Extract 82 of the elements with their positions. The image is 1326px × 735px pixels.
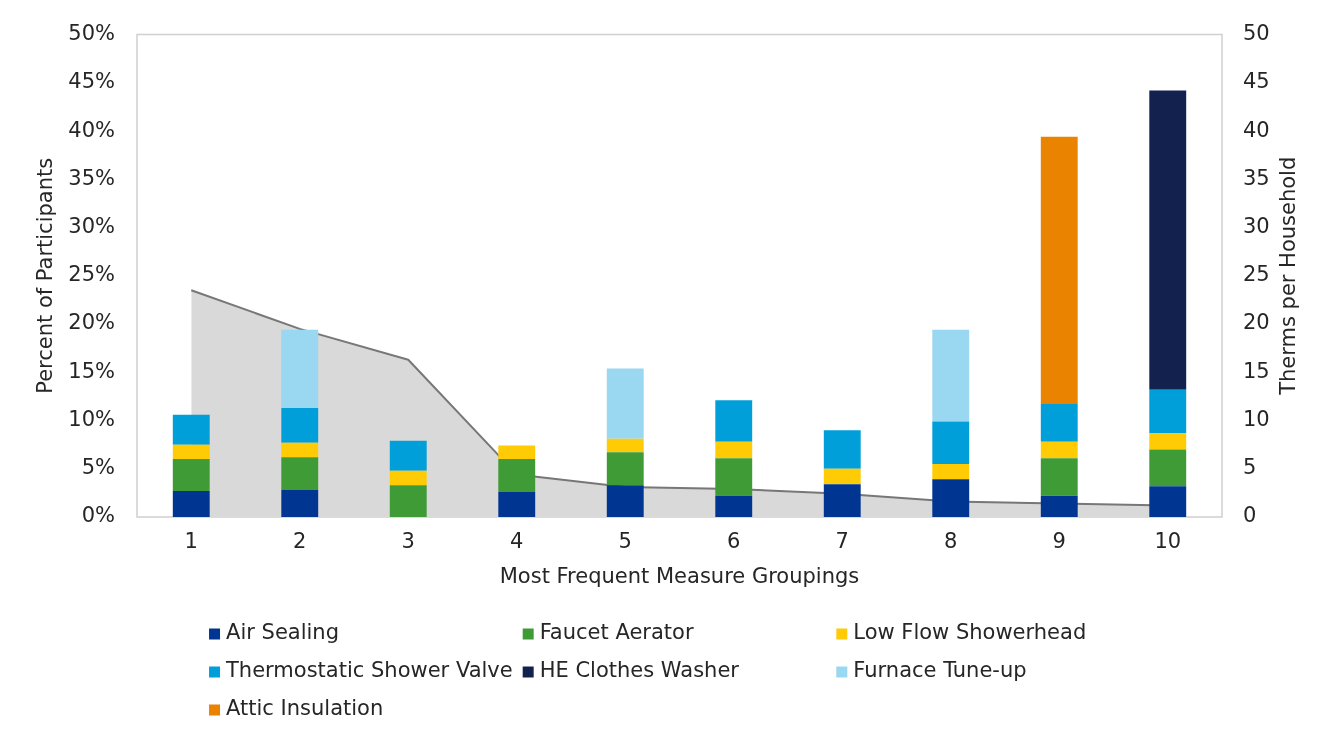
y2-tick-label: 10 (1243, 406, 1270, 431)
bar (1149, 389, 1187, 434)
bar (281, 407, 319, 443)
legend-label: Faucet Aerator (539, 620, 694, 645)
legend-label: Low Flow Showerhead (853, 620, 1087, 645)
bar (715, 458, 753, 496)
bar (606, 485, 644, 517)
bar (1149, 433, 1187, 450)
bar (1040, 458, 1078, 496)
bar (715, 400, 753, 442)
bar (1149, 90, 1187, 390)
bar (172, 459, 210, 491)
y2-tick-label: 40 (1243, 117, 1270, 142)
bar (1040, 495, 1078, 517)
y-tick-label: 10% (68, 406, 115, 431)
bar (498, 491, 536, 517)
y2-tick-label: 35 (1243, 165, 1270, 190)
bar (606, 452, 644, 486)
bar (932, 463, 970, 480)
bar (1040, 136, 1078, 404)
bar (1040, 441, 1078, 459)
y2-tick-label: 0 (1243, 503, 1257, 528)
bar (281, 329, 319, 408)
y-tick-label: 20% (68, 310, 115, 335)
bar (823, 484, 861, 517)
y-tick-label: 45% (68, 69, 115, 94)
x-axis-title: Most Frequent Measure Groupings (499, 564, 860, 589)
bar (1149, 486, 1187, 517)
y-tick-label: 40% (68, 117, 115, 142)
bar (715, 441, 753, 459)
bar (281, 442, 319, 458)
y-tick-label: 25% (68, 262, 115, 287)
x-tick-label: 5 (618, 529, 632, 554)
y-tick-label: 5% (81, 455, 115, 480)
bar (172, 444, 210, 460)
bar (823, 430, 861, 469)
bar (606, 368, 644, 439)
x-tick-label: 9 (1052, 529, 1066, 554)
bar (715, 495, 753, 517)
bar (932, 479, 970, 517)
y-tick-label: 50% (68, 21, 115, 46)
y2-tick-label: 45 (1243, 69, 1270, 94)
bar (498, 459, 536, 492)
y-tick-label: 0% (81, 503, 115, 528)
y2-tick-label: 20 (1243, 310, 1270, 335)
x-tick-label: 8 (944, 529, 958, 554)
x-tick-label: 10 (1154, 529, 1182, 554)
y2-tick-label: 30 (1243, 214, 1270, 239)
bar (823, 468, 861, 485)
y2-tick-label: 5 (1243, 455, 1257, 480)
bar (932, 329, 970, 422)
x-tick-label: 3 (401, 529, 415, 554)
y-tick-label: 35% (68, 165, 115, 190)
x-tick-label: 2 (293, 529, 307, 554)
legend-label: Air Sealing (226, 620, 339, 645)
legend-label: Furnace Tune-up (853, 658, 1027, 683)
y-tick-label: 30% (68, 214, 115, 239)
bar (281, 489, 319, 517)
bar (281, 457, 319, 490)
y2-axis-title: Therms per Household (1276, 156, 1301, 396)
x-tick-label: 6 (727, 529, 741, 554)
y2-tick-label: 50 (1243, 21, 1270, 46)
y-axis-title: Percent of Participants (33, 157, 58, 394)
y-tick-label: 15% (68, 358, 115, 383)
bar (389, 470, 427, 486)
bar (172, 414, 210, 445)
legend-label: HE Clothes Washer (539, 658, 740, 683)
bar (172, 490, 210, 517)
legend-label: Attic Insulation (226, 696, 384, 721)
x-tick-label: 1 (184, 529, 198, 554)
y2-tick-label: 15 (1243, 358, 1270, 383)
bar (1040, 403, 1078, 442)
legend-label: Thermostatic Shower Valve (225, 658, 513, 683)
bar (389, 485, 427, 517)
y2-tick-label: 25 (1243, 262, 1270, 287)
x-tick-label: 4 (510, 529, 524, 554)
x-tick-label: 7 (835, 529, 849, 554)
bar (498, 445, 536, 460)
bar (389, 440, 427, 471)
bar (606, 438, 644, 453)
bar (1149, 449, 1187, 487)
bar (932, 421, 970, 464)
